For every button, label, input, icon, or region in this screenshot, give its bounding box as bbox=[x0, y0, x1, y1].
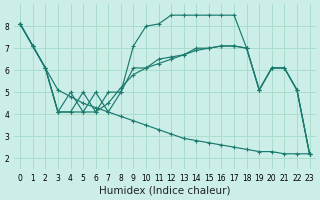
X-axis label: Humidex (Indice chaleur): Humidex (Indice chaleur) bbox=[99, 186, 231, 196]
